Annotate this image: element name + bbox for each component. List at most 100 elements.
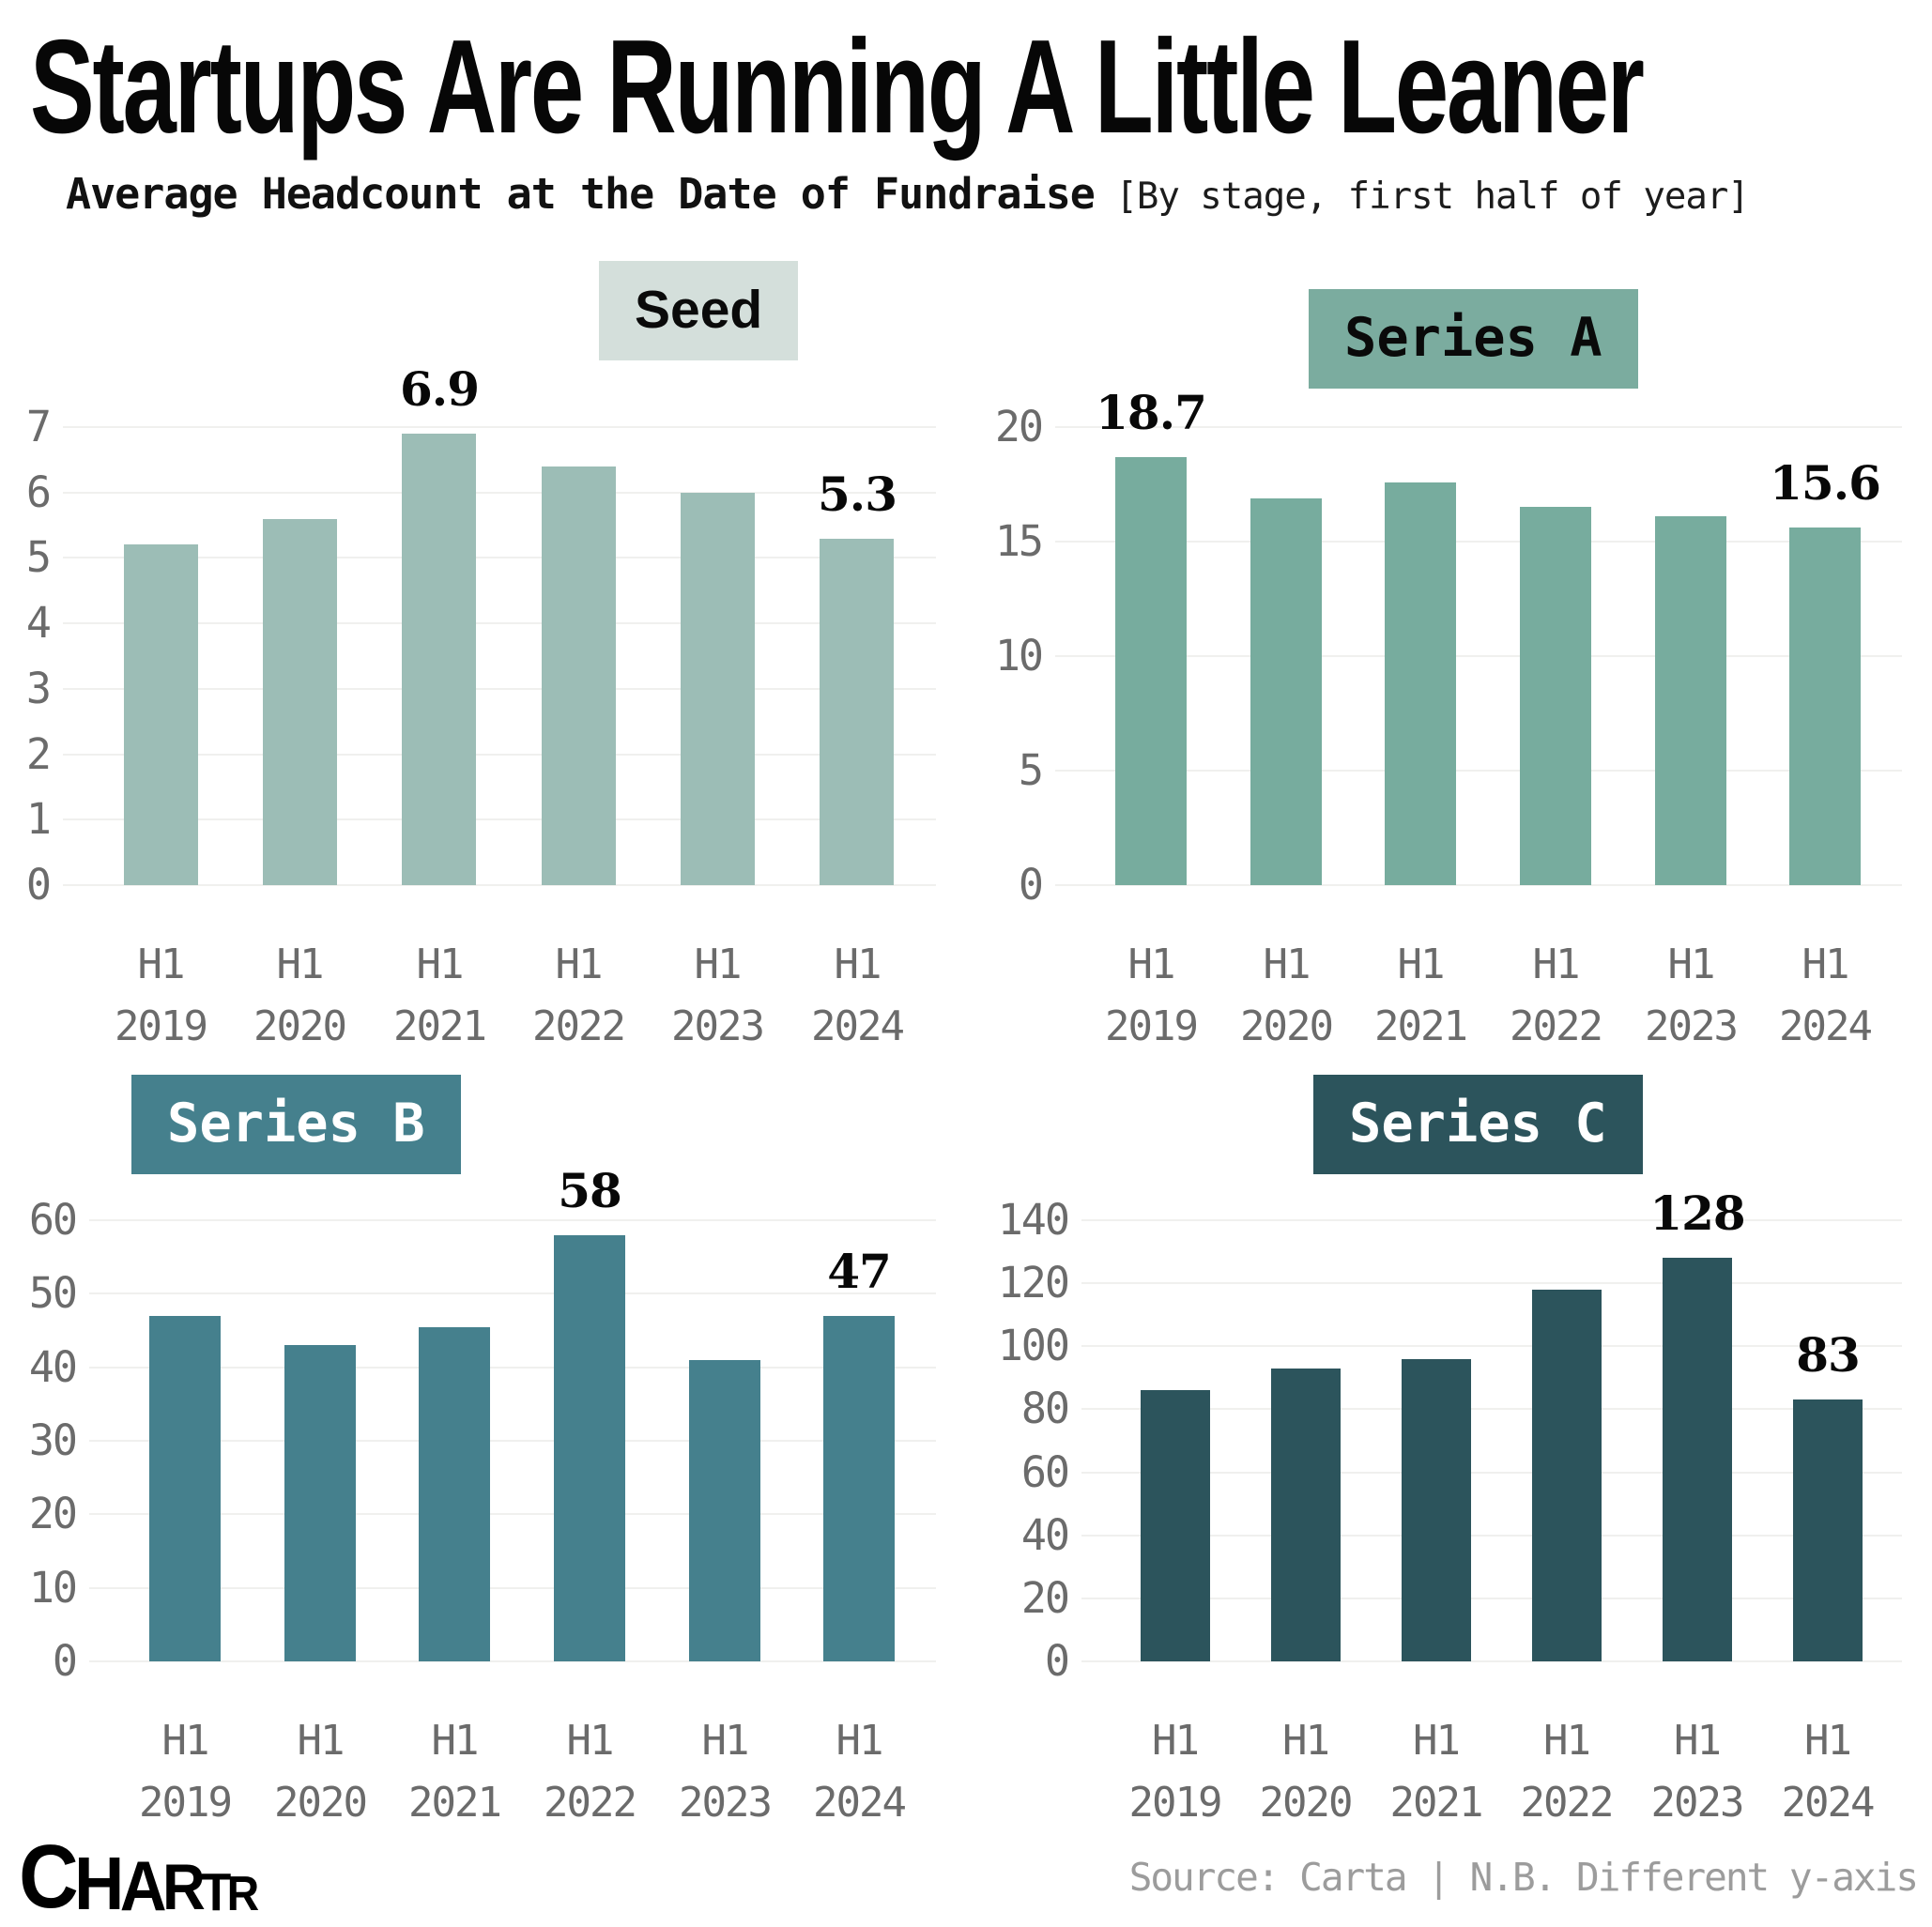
bar-h1-2023 <box>689 1360 760 1661</box>
gridline <box>1081 1597 1902 1599</box>
subtitle-note <box>1095 176 1115 218</box>
gridline <box>1055 770 1902 772</box>
x-tick-label: H1 2021 <box>1374 941 1468 1050</box>
plot-area: 0 1 2 3 4 5 6 7 H1 2019 H1 2020 6.9 H1 2021 H1 2022 H… <box>0 361 966 1050</box>
bar-h1-2022 <box>542 466 616 885</box>
page-title: Startups Are Running A Little Leaner <box>30 12 1645 161</box>
y-tick-label: 6 <box>25 466 52 517</box>
value-label: 58 <box>558 1163 622 1218</box>
x-tick-label: H1 2020 <box>1259 1717 1354 1827</box>
x-tick-label: H1 2020 <box>253 941 347 1050</box>
gridline <box>63 557 936 559</box>
plot-area: 0 20 40 60 80 100 120 140 H1 2019 H1 2020 H1 2021 H… <box>966 1185 1932 1827</box>
gridline <box>1055 884 1902 886</box>
bar-h1-2022 <box>554 1235 625 1661</box>
x-tick-label: H1 2019 <box>115 941 208 1050</box>
y-tick-label: 10 <box>994 631 1044 681</box>
source-note: Source: Carta | N.B. Different y-axis <box>1128 1855 1919 1900</box>
x-tick-label: H1 2023 <box>1650 1717 1745 1827</box>
gridline <box>1081 1345 1902 1348</box>
bar-h1-2019 <box>149 1316 221 1661</box>
gridline <box>89 1219 936 1221</box>
chart-title-badge: Seed <box>599 261 799 360</box>
gridline <box>89 1366 936 1369</box>
y-tick-label: 50 <box>28 1268 78 1319</box>
plot-area: 0 10 20 30 40 50 60 H1 2019 H1 2020 H1 2021 58 H1 2… <box>0 1163 966 1827</box>
bar-h1-2022 <box>1532 1290 1602 1661</box>
x-tick-label: H1 2023 <box>671 941 765 1050</box>
x-tick-label: H1 2022 <box>532 941 626 1050</box>
y-tick-label: 0 <box>52 1636 78 1686</box>
bar-h1-2024 <box>1793 1399 1863 1661</box>
chart-series-b: Series B 0 10 20 30 40 50 60 H1 2019 H1 2020 H1 2… <box>0 1028 966 1835</box>
bar-h1-2024 <box>823 1316 895 1661</box>
y-tick-label: 15 <box>994 516 1044 566</box>
subtitle-main: Average Headcount at the Date of Fundrai… <box>66 169 1096 219</box>
bar-h1-2019 <box>1141 1390 1210 1661</box>
bar-h1-2021 <box>402 434 476 885</box>
chart-title-badge: Series B <box>131 1075 461 1174</box>
bar-h1-2024 <box>1789 528 1861 885</box>
gridline <box>1055 655 1902 657</box>
logo-letter: A <box>119 1845 167 1925</box>
bar-h1-2020 <box>1250 498 1322 885</box>
x-tick-label: H1 2021 <box>1389 1717 1484 1827</box>
x-tick-label: H1 2024 <box>1781 1717 1876 1827</box>
y-tick-label: 60 <box>1020 1446 1070 1497</box>
bar-h1-2020 <box>284 1345 356 1661</box>
gridline <box>1081 1282 1902 1285</box>
gridline <box>1081 1408 1902 1411</box>
y-tick-label: 20 <box>28 1489 78 1539</box>
gridline <box>1055 541 1902 543</box>
gridline <box>1081 1471 1902 1474</box>
x-tick-label: H1 2022 <box>1510 941 1603 1050</box>
y-tick-label: 1 <box>25 794 52 845</box>
bar-h1-2020 <box>263 519 337 885</box>
value-label: 18.7 <box>1096 385 1207 440</box>
gridline <box>63 818 936 821</box>
chart-seed: Seed 0 1 2 3 4 5 6 7 H1 2019 H1 2020 6.9 H1 2021 H1 … <box>0 235 966 1050</box>
plot-area: 0 5 10 15 20 18.7 H1 2019 H1 2020 H1 2021 H1 2022… <box>966 385 1932 1050</box>
x-tick-label: H1 2024 <box>811 941 905 1050</box>
y-tick-label: 3 <box>25 663 52 713</box>
subtitle-bracket: [By stage, first half of year] <box>1115 176 1749 218</box>
y-tick-label: 5 <box>25 532 52 583</box>
gridline <box>89 1513 936 1516</box>
logo-letter: R <box>226 1867 259 1922</box>
y-tick-label: 30 <box>28 1415 78 1465</box>
y-tick-label: 40 <box>28 1341 78 1392</box>
x-tick-label: H1 2024 <box>1779 941 1873 1050</box>
x-tick-label: H1 2019 <box>139 1717 233 1827</box>
bar-h1-2021 <box>419 1327 490 1661</box>
y-tick-label: 100 <box>997 1321 1070 1371</box>
gridline <box>1081 1534 1902 1537</box>
y-tick-label: 80 <box>1020 1384 1070 1434</box>
x-tick-label: H1 2023 <box>1645 941 1739 1050</box>
bar-h1-2019 <box>124 544 198 885</box>
chart-series-a: Series A 0 5 10 15 20 18.7 H1 2019 H1 2020 H1 20… <box>966 235 1932 1050</box>
x-tick-label: H1 2020 <box>274 1717 368 1827</box>
y-tick-label: 140 <box>997 1195 1070 1245</box>
bar-h1-2023 <box>1663 1258 1732 1661</box>
chart-title-badge: Series A <box>1309 289 1638 389</box>
y-tick-label: 5 <box>1018 745 1044 795</box>
x-tick-label: H1 2019 <box>1105 941 1199 1050</box>
y-tick-label: 20 <box>1020 1572 1070 1623</box>
gridline <box>1055 426 1902 428</box>
gridline <box>63 884 936 886</box>
logo-letter: C <box>19 1827 79 1927</box>
gridline <box>89 1586 936 1589</box>
bar-h1-2020 <box>1271 1369 1341 1661</box>
gridline <box>89 1440 936 1442</box>
value-label: 128 <box>1649 1185 1745 1241</box>
logo-letter: T <box>201 1862 231 1923</box>
value-label: 15.6 <box>1770 455 1881 511</box>
x-tick-label: H1 2020 <box>1240 941 1334 1050</box>
gridline <box>1081 1660 1902 1662</box>
y-tick-label: 20 <box>994 402 1044 451</box>
gridline <box>63 753 936 756</box>
header: Startups Are Running A Little Leaner Ave… <box>0 0 1932 235</box>
bar-h1-2023 <box>681 493 755 885</box>
gridline <box>63 491 936 494</box>
